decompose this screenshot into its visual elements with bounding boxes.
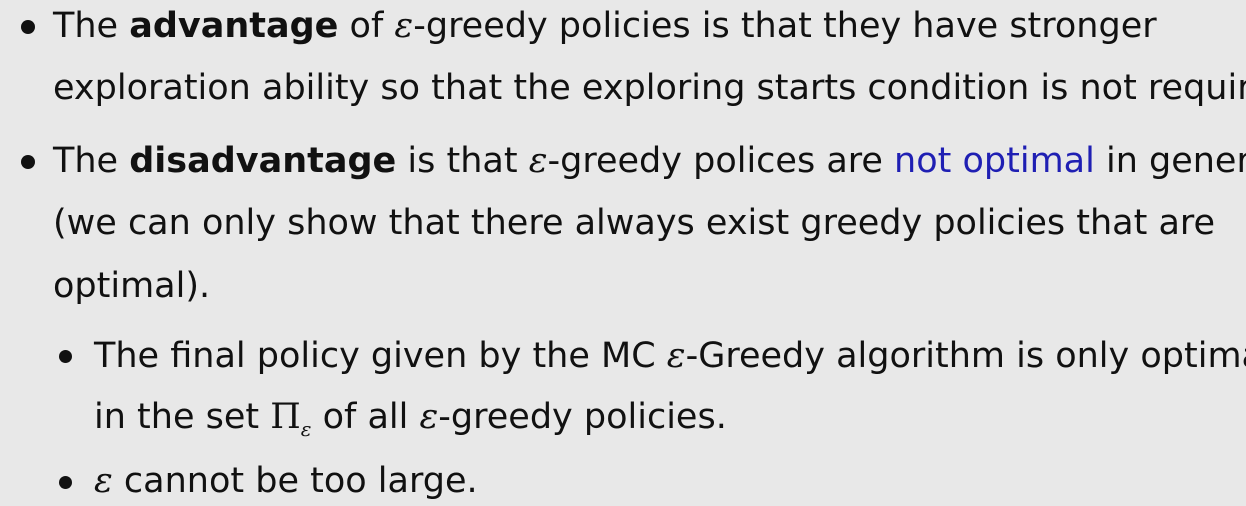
advantage-keyword: advantage	[129, 6, 339, 46]
epsilon-symbol: ε	[419, 397, 439, 437]
text: of	[338, 6, 395, 46]
text: The final policy given by the MC	[94, 336, 667, 376]
pi-subscript: ε	[300, 417, 312, 441]
text: -greedy policies is that they have stron…	[413, 6, 1157, 46]
bullet-dot	[21, 155, 35, 169]
bullet-2-line-2: (we can only show that there always exis…	[53, 203, 1215, 243]
sub-bullet-dot	[59, 476, 72, 489]
epsilon-symbol: ε	[394, 6, 414, 46]
text: exploration ability so that the explorin…	[53, 68, 1246, 108]
text: (we can only show that there always exis…	[53, 203, 1216, 243]
text: -greedy policies.	[438, 397, 727, 437]
epsilon-symbol: ε	[528, 141, 548, 181]
text: -greedy polices are	[547, 141, 895, 181]
bullet-1-line-2: exploration ability so that the explorin…	[53, 68, 1246, 108]
text: is that	[396, 141, 529, 181]
text: The	[53, 6, 119, 46]
text: cannot be too large.	[112, 461, 478, 501]
bullet-2-line-3: optimal).	[53, 266, 210, 306]
pi-symbol: Π	[270, 397, 301, 437]
not-optimal-highlight: not optimal	[894, 141, 1095, 181]
text: in general	[1105, 141, 1246, 181]
epsilon-symbol: ε	[94, 461, 113, 501]
text: of all	[311, 397, 420, 437]
epsilon-symbol: ε	[666, 336, 686, 376]
disadvantage-keyword: disadvantage	[129, 141, 397, 181]
text: The	[53, 141, 119, 181]
text: in the set	[94, 397, 271, 437]
sub-bullet-dot	[59, 350, 72, 363]
sub-bullet-2-line-1: ε cannot be too large.	[94, 461, 478, 501]
bullet-1-line-1: The advantage of ε-greedy policies is th…	[53, 6, 1157, 46]
text: optimal).	[53, 266, 211, 306]
text: -Greedy algorithm is only optimal	[685, 336, 1246, 376]
bullet-2-line-1: The disadvantage is that ε-greedy police…	[53, 141, 1246, 181]
bullet-dot	[21, 20, 35, 34]
sub-bullet-1-line-2: in the set Πε of all ε-greedy policies.	[94, 397, 727, 449]
sub-bullet-1-line-1: The final policy given by the MC ε-Greed…	[94, 336, 1246, 376]
